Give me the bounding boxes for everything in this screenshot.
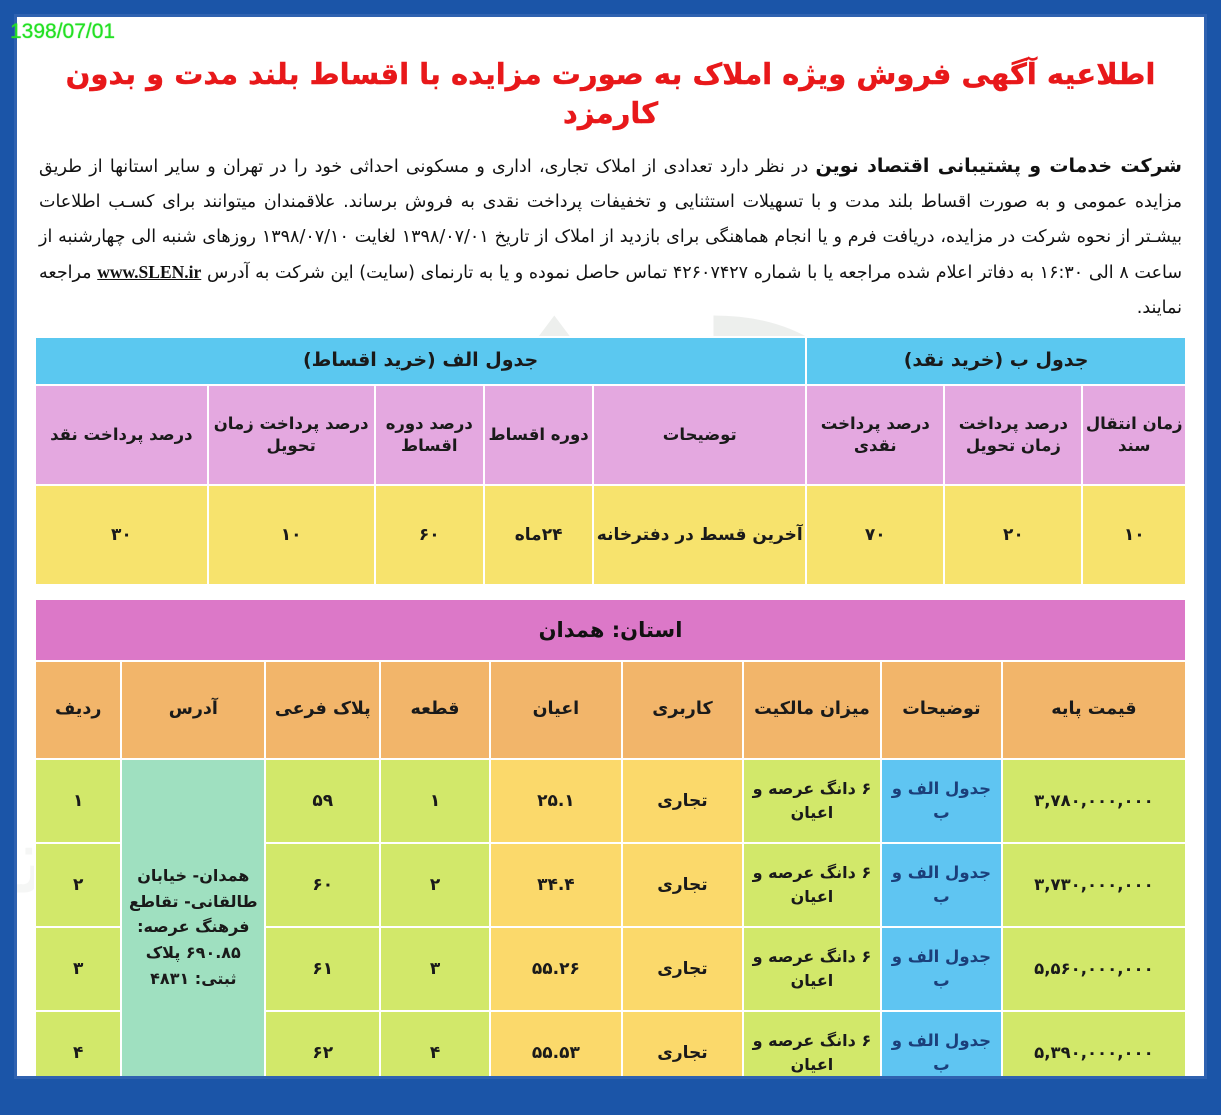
header-descriptions: توضیحات [592,384,808,487]
cell-base-price: ۵,۵۶۰,۰۰۰,۰۰۰ [1000,926,1188,1013]
table-row: ۳,۷۸۰,۰۰۰,۰۰۰ جدول الف و ب ۶ دانگ عرصه و… [33,758,1188,1076]
header-building-area: اعیان [488,660,624,761]
cell-row-number: ۲ [33,842,123,929]
cell-row-number: ۴ [33,1010,123,1076]
header-delivery-payment-percent: درصد پرداخت زمان تحویل [206,384,376,487]
header-sub-plaque: پلاک فرعی [264,660,382,761]
property-header-row: قیمت پایه توضیحات میزان مالکیت کاربری اع… [33,660,1188,761]
province-label: استان: همدان [34,598,1187,663]
header-base-price: قیمت پایه [1000,660,1188,761]
property-listing-table: استان: همدان قیمت پایه توضیحات میزان مال… [33,598,1188,1076]
page-title: اطلاعیه آگهی فروش ویژه املاک به صورت مزا… [65,57,1156,131]
value-installment-period-percent: ۶۰ [373,484,485,587]
document-frame: مهرگستران اطلاعیه آگهی فروش ویژه املاک ب… [14,14,1207,1079]
cell-usage-type: تجاری [621,926,744,1013]
value-delivery-payment-percent-cash: ۲۰ [943,484,1084,587]
intro-text-2: مراجعه نمایند. [39,263,1182,319]
cell-lot-number: ۳ [379,926,491,1013]
value-sanad-transfer-time: ۱۰ [1081,484,1187,587]
cell-descriptions: جدول الف و ب [880,842,1003,929]
cell-row-number: ۳ [33,926,123,1013]
intro-paragraph: شرکت خدمات و پشتیبانی اقتصاد نوین در نظر… [39,147,1182,326]
value-cash-payment-percent: ۷۰ [805,484,946,587]
table-row: ۵,۵۶۰,۰۰۰,۰۰۰ جدول الف و ب ۶ دانگ عرصه و… [33,926,1188,1013]
cell-usage-type: تجاری [621,758,744,845]
cell-building-area: ۵۵.۲۶ [488,926,624,1013]
payment-terms-table: جدول ب (خرید نقد) جدول الف (خرید اقساط) … [33,336,1187,587]
cell-base-price: ۵,۳۹۰,۰۰۰,۰۰۰ [1000,1010,1188,1076]
cell-lot-number: ۲ [379,842,491,929]
value-down-payment-percent: ۳۰ [34,484,209,587]
header-usage-type: کاربری [621,660,744,761]
cell-address: همدان- خیابان طالقانی- تقاطع فرهنگ عرصه:… [120,758,267,1076]
header-row-number: ردیف [33,660,123,761]
cell-usage-type: تجاری [621,1010,744,1076]
intro-text-1: در نظر دارد تعدادی از املاک تجاری، اداری… [39,157,1183,284]
value-descriptions: آخرین قسط در دفترخانه [592,484,808,587]
cell-usage-type: تجاری [621,842,744,929]
payment-data-row: ۱۰ ۲۰ ۷۰ آخرین قسط در دفترخانه ۲۴ماه ۶۰ … [34,484,1187,587]
cell-lot-number: ۴ [379,1010,491,1076]
header-installment-period: دوره اقساط [482,384,595,487]
cell-building-area: ۲۵.۱ [488,758,624,845]
header-delivery-payment-percent-cash: درصد پرداخت زمان تحویل [943,384,1084,487]
header-ownership-share: میزان مالکیت [741,660,883,761]
header-down-payment-percent: درصد پرداخت نقد [34,384,209,487]
cell-building-area: ۵۵.۵۳ [488,1010,624,1076]
cell-ownership-share: ۶ دانگ عرصه و اعیان [741,758,883,845]
cell-descriptions: جدول الف و ب [880,1010,1003,1076]
cell-lot-number: ۱ [379,758,491,845]
header-sanad-transfer-time: زمان انتقال سند [1081,384,1187,487]
cell-base-price: ۳,۷۸۰,۰۰۰,۰۰۰ [1000,758,1188,845]
cell-sub-plaque: ۶۱ [264,926,382,1013]
payment-group-header-row: جدول ب (خرید نقد) جدول الف (خرید اقساط) [33,336,1187,387]
cell-ownership-share: ۶ دانگ عرصه و اعیان [741,926,883,1013]
cell-sub-plaque: ۵۹ [264,758,382,845]
cell-sub-plaque: ۶۰ [264,842,382,929]
value-delivery-payment-percent: ۱۰ [206,484,376,587]
cell-base-price: ۳,۷۳۰,۰۰۰,۰۰۰ [1000,842,1188,929]
cell-descriptions: جدول الف و ب [880,758,1003,845]
header-lot-number: قطعه [379,660,491,761]
group-label-cash: جدول ب (خرید نقد) [805,336,1187,387]
date-stamp: 1398/07/01 [10,20,116,43]
cell-sub-plaque: ۶۲ [264,1010,382,1076]
value-installment-period: ۲۴ماه [482,484,595,587]
company-name: شرکت خدمات و پشتیبانی اقتصاد نوین [815,155,1182,178]
cell-building-area: ۳۴.۴ [488,842,624,929]
table-spacer [34,586,1187,599]
payment-header-row: زمان انتقال سند درصد پرداخت زمان تحویل د… [34,384,1187,487]
website-link[interactable]: www.SLEN.ir [97,262,202,283]
header-cash-payment-percent: درصد پرداخت نقدی [805,384,946,487]
cell-row-number: ۱ [33,758,123,845]
cell-ownership-share: ۶ دانگ عرصه و اعیان [741,1010,883,1076]
cell-descriptions: جدول الف و ب [880,926,1003,1013]
header-address: آدرس [120,660,267,761]
document-content: اطلاعیه آگهی فروش ویژه املاک به صورت مزا… [17,55,1204,1076]
province-row: استان: همدان [34,598,1187,663]
header-property-descriptions: توضیحات [880,660,1003,761]
group-label-installment: جدول الف (خرید اقساط) [33,336,808,387]
header-installment-period-percent: درصد دوره اقساط [373,384,485,487]
cell-ownership-share: ۶ دانگ عرصه و اعیان [741,842,883,929]
